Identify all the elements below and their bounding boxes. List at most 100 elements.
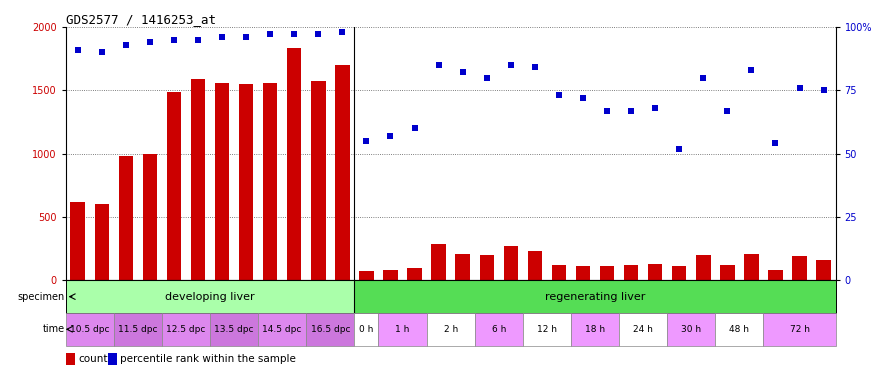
Point: [672, 146, 686, 152]
Text: time: time: [43, 324, 65, 334]
Bar: [793, 256, 807, 280]
Bar: [210, 313, 258, 346]
Text: specimen: specimen: [18, 291, 65, 302]
Bar: [696, 255, 710, 280]
Bar: [571, 313, 620, 346]
Bar: [720, 265, 735, 280]
Bar: [716, 313, 763, 346]
Bar: [360, 271, 374, 280]
Text: 11.5 dpc: 11.5 dpc: [118, 325, 158, 334]
Bar: [668, 313, 716, 346]
Bar: [408, 268, 422, 280]
Bar: [383, 270, 397, 280]
Bar: [620, 313, 668, 346]
Text: 12.5 dpc: 12.5 dpc: [166, 325, 206, 334]
Bar: [552, 265, 566, 280]
Text: 0 h: 0 h: [360, 325, 374, 334]
Text: percentile rank within the sample: percentile rank within the sample: [120, 354, 296, 364]
Bar: [143, 154, 158, 280]
Bar: [167, 91, 181, 280]
Point: [119, 41, 133, 48]
Point: [215, 34, 229, 40]
Point: [648, 105, 662, 111]
Point: [696, 74, 710, 81]
Bar: [768, 270, 783, 280]
Text: 72 h: 72 h: [789, 325, 809, 334]
Bar: [215, 83, 229, 280]
Point: [287, 31, 301, 38]
Bar: [263, 83, 277, 280]
Bar: [600, 266, 614, 280]
Point: [94, 49, 108, 55]
Bar: [576, 266, 591, 280]
Bar: [648, 264, 662, 280]
Point: [720, 108, 734, 114]
Bar: [354, 280, 836, 313]
Text: 14.5 dpc: 14.5 dpc: [262, 325, 302, 334]
Point: [504, 62, 518, 68]
Bar: [456, 254, 470, 280]
Text: developing liver: developing liver: [165, 291, 255, 302]
Point: [167, 36, 181, 43]
Point: [528, 65, 542, 71]
Bar: [312, 81, 326, 280]
Point: [383, 133, 397, 139]
Bar: [354, 313, 379, 346]
Point: [191, 36, 205, 43]
Bar: [745, 254, 759, 280]
Bar: [66, 313, 114, 346]
Point: [480, 74, 494, 81]
Point: [71, 46, 85, 53]
Bar: [504, 246, 518, 280]
Point: [600, 108, 614, 114]
Point: [768, 141, 782, 147]
Text: 18 h: 18 h: [585, 325, 605, 334]
Bar: [108, 353, 117, 365]
Text: 48 h: 48 h: [730, 325, 749, 334]
Bar: [66, 280, 354, 313]
Point: [143, 39, 157, 45]
Bar: [66, 353, 75, 365]
Point: [335, 29, 349, 35]
Bar: [528, 251, 542, 280]
Text: GDS2577 / 1416253_at: GDS2577 / 1416253_at: [66, 13, 215, 26]
Bar: [431, 243, 446, 280]
Bar: [672, 266, 687, 280]
Bar: [475, 313, 523, 346]
Point: [793, 84, 807, 91]
Text: 6 h: 6 h: [492, 325, 506, 334]
Text: count: count: [78, 354, 108, 364]
Text: regenerating liver: regenerating liver: [545, 291, 645, 302]
Point: [624, 108, 638, 114]
Point: [431, 62, 445, 68]
Point: [745, 67, 759, 73]
Bar: [119, 156, 133, 280]
Text: 16.5 dpc: 16.5 dpc: [311, 325, 350, 334]
Point: [360, 138, 374, 144]
Point: [576, 95, 590, 101]
Bar: [306, 313, 354, 346]
Point: [456, 70, 470, 76]
Bar: [258, 313, 306, 346]
Text: 30 h: 30 h: [682, 325, 702, 334]
Bar: [94, 204, 109, 280]
Point: [552, 92, 566, 98]
Bar: [816, 260, 831, 280]
Point: [816, 87, 830, 93]
Bar: [523, 313, 571, 346]
Point: [239, 34, 253, 40]
Bar: [763, 313, 836, 346]
Bar: [191, 79, 206, 280]
Text: 1 h: 1 h: [396, 325, 410, 334]
Bar: [379, 313, 427, 346]
Text: 24 h: 24 h: [634, 325, 653, 334]
Bar: [162, 313, 210, 346]
Bar: [287, 48, 301, 280]
Bar: [114, 313, 162, 346]
Bar: [427, 313, 475, 346]
Bar: [71, 202, 85, 280]
Bar: [624, 265, 639, 280]
Text: 2 h: 2 h: [444, 325, 458, 334]
Text: 10.5 dpc: 10.5 dpc: [70, 325, 109, 334]
Text: 13.5 dpc: 13.5 dpc: [214, 325, 254, 334]
